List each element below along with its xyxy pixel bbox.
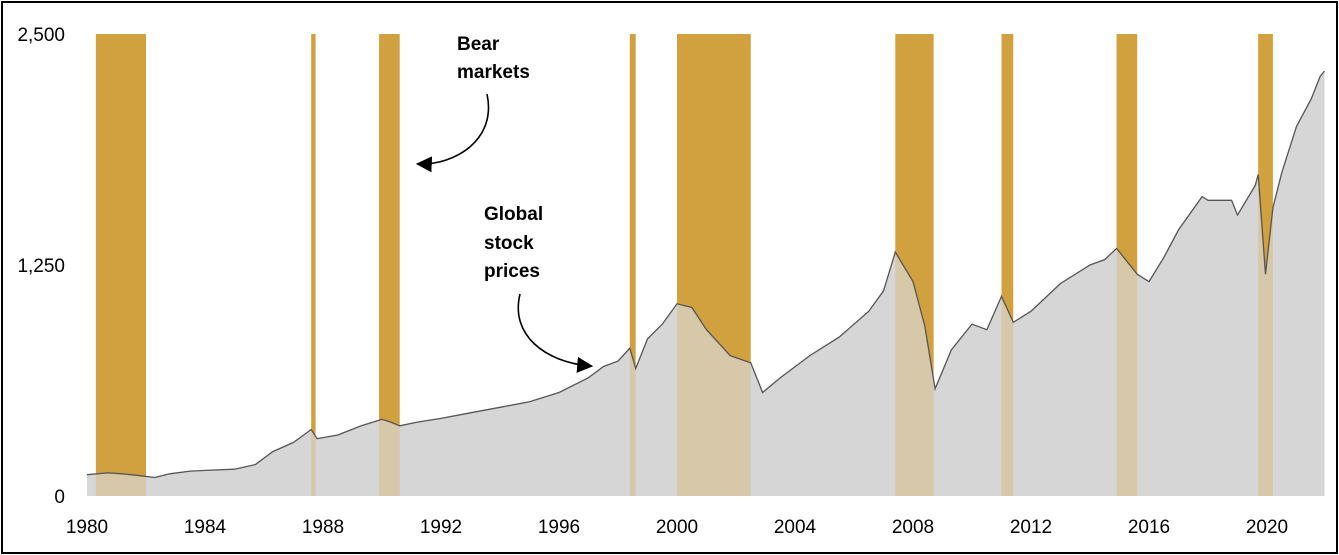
y-tick-label-1: 1,250 — [17, 256, 65, 277]
x-tick-label-2: 1988 — [302, 517, 344, 538]
stock-price-line — [86, 70, 1326, 479]
annotation-stock-line1: Global — [484, 204, 543, 225]
x-tick-label-3: 1992 — [420, 517, 462, 538]
annotation-stock-line3: prices — [484, 261, 540, 282]
y-tick-label-0: 0 — [54, 487, 65, 508]
x-tick-label-6: 2004 — [774, 517, 817, 538]
x-tick-label-5: 2000 — [656, 517, 698, 538]
annotation-arrow-stock — [517, 293, 594, 373]
stock-price-area — [87, 71, 1325, 496]
x-tick-label-4: 1996 — [538, 517, 580, 538]
y-tick-label-2: 2,500 — [17, 25, 65, 46]
x-tick-label-0: 1980 — [66, 517, 108, 538]
x-tick-label-10: 2020 — [1246, 517, 1288, 538]
bear-market-band-3 — [629, 34, 636, 496]
x-tick-label-9: 2016 — [1128, 517, 1170, 538]
x-tick-label-8: 2012 — [1010, 517, 1052, 538]
x-tick-label-7: 2008 — [892, 517, 934, 538]
bear-market-band-6 — [1001, 34, 1014, 496]
bear-market-band-0 — [95, 34, 146, 496]
annotation-bear-line2: markets — [457, 62, 530, 83]
bear-market-band-2 — [379, 34, 400, 496]
annotation-bear-line1: Bear — [457, 34, 500, 55]
annotation-stock-line2: stock — [484, 233, 534, 254]
annotation-arrow-bear — [415, 93, 490, 173]
x-tick-label-1: 1984 — [184, 517, 227, 538]
bear-market-band-1 — [311, 34, 316, 496]
